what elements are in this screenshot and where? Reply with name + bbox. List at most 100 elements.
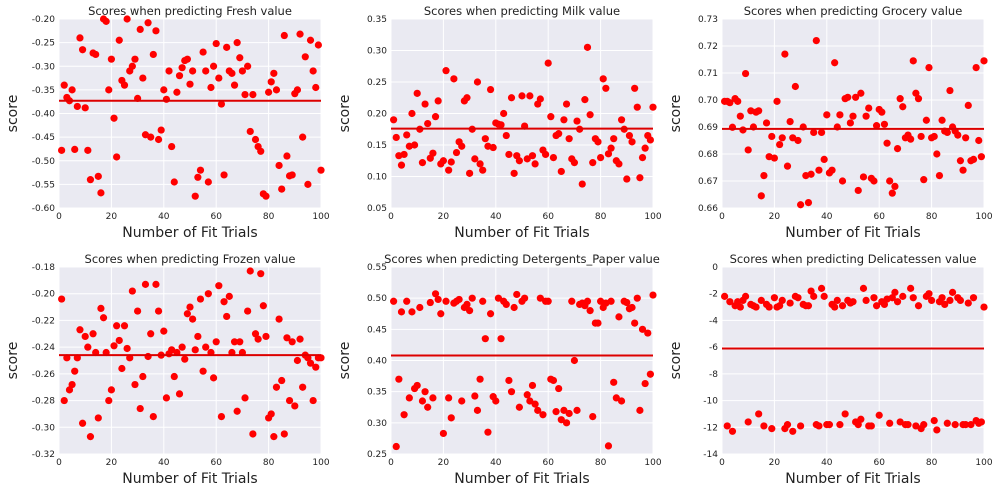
data-point (60, 81, 68, 89)
data-point (463, 300, 471, 308)
data-point (168, 142, 176, 151)
data-point (215, 282, 223, 290)
y-tick-label: 0.50 (367, 294, 387, 304)
data-point (515, 157, 523, 165)
data-point (786, 299, 794, 307)
data-point (186, 80, 194, 88)
data-point (202, 343, 210, 351)
x-axis-label: Number of Fit Trials (122, 471, 257, 487)
plot-area (59, 267, 321, 454)
data-point (280, 430, 288, 438)
data-point (191, 346, 199, 354)
data-point (434, 295, 442, 304)
y-tick-label: 0.25 (367, 78, 387, 88)
data-point (581, 96, 589, 104)
data-point (959, 166, 967, 174)
data-point (314, 41, 322, 49)
data-point (549, 154, 558, 162)
y-axis-label: score (668, 95, 684, 133)
data-point (728, 427, 737, 435)
data-point (139, 372, 147, 381)
x-tick-label: 40 (158, 458, 170, 468)
data-point (397, 161, 406, 169)
data-point (583, 43, 592, 51)
data-point (610, 135, 618, 143)
x-axis-label: Number of Fit Trials (454, 225, 589, 241)
data-point (515, 403, 523, 411)
data-point (565, 409, 573, 418)
data-point (439, 157, 447, 165)
data-point (633, 103, 641, 111)
data-point (628, 303, 636, 312)
data-point (560, 406, 568, 414)
data-point (825, 421, 834, 429)
y-tick-label: 0.71 (698, 69, 718, 79)
data-point (977, 153, 985, 161)
data-point (471, 155, 479, 163)
data-point (778, 134, 786, 142)
data-point (244, 307, 252, 315)
x-tick-label: 20 (769, 212, 781, 222)
x-axis-label: Number of Fit Trials (122, 225, 257, 241)
data-point (838, 302, 847, 310)
data-point (846, 119, 854, 127)
data-point (223, 312, 231, 321)
data-point (893, 145, 902, 153)
data-point (131, 380, 139, 389)
data-point (105, 86, 113, 94)
data-point (408, 109, 416, 118)
y-tick-label: -12 (703, 423, 718, 433)
data-point (296, 30, 304, 38)
data-point (403, 297, 411, 305)
data-point (147, 133, 155, 141)
data-point (948, 288, 957, 296)
data-point (914, 95, 923, 103)
data-point (528, 381, 537, 390)
data-point (251, 135, 260, 144)
x-tick-label: 80 (263, 212, 275, 222)
data-point (641, 144, 649, 152)
data-point (964, 101, 972, 109)
data-point (107, 386, 115, 394)
y-tick-label: 0.35 (367, 15, 387, 25)
y-tick-label: -0.55 (32, 180, 55, 190)
data-point (623, 298, 631, 307)
data-point (888, 189, 896, 197)
data-point (246, 127, 254, 136)
data-point (762, 119, 771, 127)
data-point (134, 307, 142, 315)
data-point (757, 192, 765, 200)
x-tick-label: 40 (821, 212, 833, 222)
data-point (912, 89, 920, 97)
data-point (880, 120, 889, 128)
data-point (283, 334, 291, 342)
data-point (458, 397, 466, 405)
data-point (536, 95, 544, 103)
data-point (946, 86, 954, 95)
data-point (907, 284, 915, 292)
data-point (977, 418, 985, 426)
data-point (225, 292, 233, 300)
data-point (854, 421, 862, 429)
data-point (549, 376, 558, 385)
data-point (638, 154, 647, 162)
data-point (760, 172, 768, 180)
data-point (768, 132, 776, 141)
data-point (270, 433, 278, 441)
data-point (278, 376, 286, 385)
data-point (573, 406, 581, 414)
data-point (410, 141, 419, 149)
data-point (115, 336, 123, 345)
data-point (726, 99, 734, 107)
data-point (612, 394, 620, 402)
x-tick-label: 0 (719, 458, 725, 468)
data-point (557, 416, 565, 424)
data-point (531, 400, 539, 408)
data-point (820, 292, 828, 300)
data-point (899, 103, 907, 111)
data-point (893, 298, 902, 306)
y-tick-label: 0.70 (698, 96, 718, 106)
y-axis-label: score (5, 95, 21, 133)
x-tick-label: 80 (595, 458, 607, 468)
